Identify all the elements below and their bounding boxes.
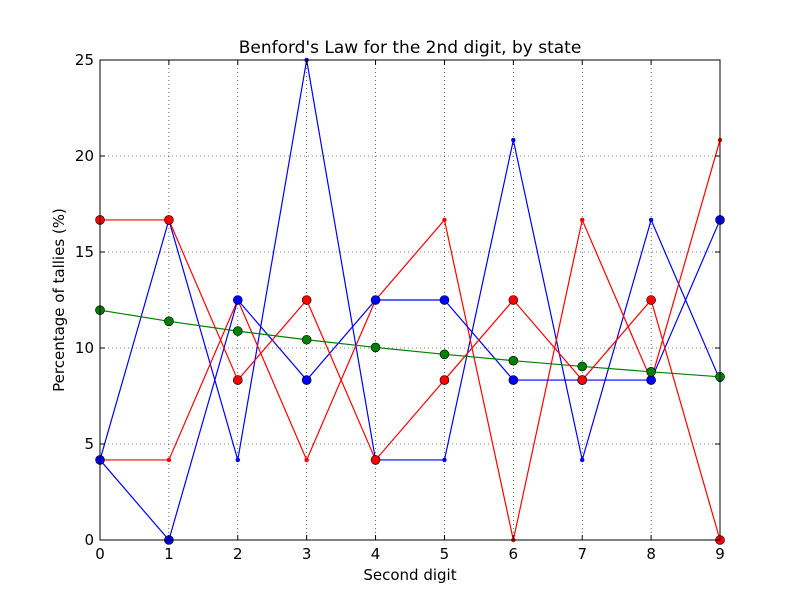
data-point — [164, 316, 174, 327]
x-tick-label: 7 — [577, 545, 587, 563]
data-point — [301, 295, 312, 305]
data-point — [442, 217, 447, 223]
data-point — [646, 367, 656, 377]
x-tick-label: 0 — [95, 545, 105, 563]
x-tick-label: 3 — [302, 545, 312, 563]
data-point — [439, 375, 450, 385]
x-axis-label: Second digit — [363, 566, 456, 584]
data-point — [511, 137, 516, 143]
data-point — [304, 457, 309, 463]
y-tick-label: 10 — [75, 339, 94, 357]
series-line — [99, 219, 721, 542]
data-point — [508, 295, 519, 305]
data-point — [648, 217, 654, 223]
y-tick-label: 25 — [75, 51, 94, 69]
data-point — [508, 355, 519, 366]
data-point — [439, 349, 450, 360]
data-point — [232, 375, 243, 385]
data-point — [164, 215, 174, 225]
data-point — [579, 217, 585, 223]
data-point — [442, 457, 447, 463]
x-tick-label: 4 — [371, 545, 381, 563]
data-point — [646, 375, 656, 385]
x-tick-label: 6 — [509, 545, 519, 563]
y-axis-label: Percentage of tallies (%) — [50, 208, 68, 392]
data-point — [370, 455, 381, 465]
x-tick-label: 9 — [715, 545, 725, 563]
y-tick-label: 20 — [75, 147, 94, 165]
data-point — [646, 295, 656, 305]
data-point — [508, 375, 519, 385]
y-tick-label: 5 — [84, 435, 94, 453]
data-point — [577, 361, 588, 372]
x-tick-label: 8 — [646, 545, 656, 563]
axes: 0 1 2 3 4 5 6 7 8 9 0 5 10 15 20 25 — [75, 51, 725, 563]
data-point — [235, 457, 241, 463]
data-point — [579, 457, 585, 463]
series-line — [100, 219, 721, 541]
x-tick-label: 5 — [440, 545, 450, 563]
y-tick-label: 15 — [75, 243, 94, 261]
x-tick-label: 1 — [164, 545, 174, 563]
data-point — [166, 457, 172, 463]
data-point — [439, 295, 450, 305]
data-point — [232, 295, 243, 305]
series-line — [100, 139, 721, 541]
plot-frame — [99, 59, 721, 541]
y-tick-label: 0 — [84, 531, 94, 549]
x-tick-label: 2 — [233, 545, 243, 563]
data-point — [232, 326, 243, 336]
data-point — [301, 334, 312, 345]
data-point — [370, 342, 381, 353]
data-point — [370, 295, 381, 305]
chart-title: Benford's Law for the 2nd digit, by stat… — [239, 38, 582, 58]
data-point — [577, 375, 588, 385]
data-point — [301, 375, 312, 385]
series-line — [99, 309, 721, 378]
series-5 — [95, 305, 725, 382]
